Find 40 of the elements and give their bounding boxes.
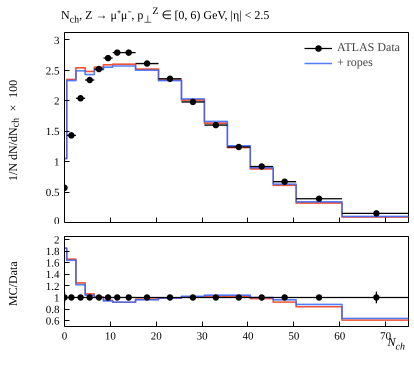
point — [236, 144, 242, 150]
y-tick-label: 1.5 — [46, 126, 60, 138]
x-tick-label: 0 — [62, 330, 68, 342]
y-tick-label: 2.5 — [46, 65, 60, 78]
y-axis-title: MC/Data — [5, 262, 21, 306]
y-tick-label: 1 — [54, 292, 60, 304]
point — [166, 76, 174, 82]
point — [316, 196, 322, 202]
y-tick-label: 1 — [54, 156, 60, 169]
x-tick-label: 30 — [196, 330, 208, 342]
point — [86, 76, 93, 84]
y-tick-label: 1.8 — [46, 246, 60, 258]
y-tick-label: 3 — [54, 34, 60, 47]
y-tick-label: 0.6 — [46, 316, 60, 328]
x-tick-label: 40 — [242, 330, 254, 342]
point — [125, 49, 132, 56]
point — [96, 66, 102, 72]
legend-label: + ropes — [337, 55, 373, 70]
point — [258, 163, 265, 170]
point — [104, 54, 112, 62]
y-tick-label: 2 — [54, 96, 60, 108]
point — [77, 95, 84, 102]
x-tick-label: 60 — [334, 330, 346, 342]
y-tick-label: 1.6 — [46, 258, 60, 270]
point — [68, 132, 75, 139]
x-tick-label: 10 — [104, 330, 116, 342]
x-tick-label: 20 — [150, 330, 162, 342]
y-tick-label: 0.8 — [46, 304, 60, 316]
point — [373, 210, 380, 217]
y-tick-label: 1.2 — [46, 280, 60, 293]
point — [190, 98, 196, 106]
chart-title: N$_{ch}$, Z → μ⁺μ⁻, p$_{⊥}$$^{Z}$ ∈ [0, 6) GeV, |η| < 2.5 — [61, 5, 270, 28]
x-tick-label: 50 — [288, 330, 300, 342]
y-tick-label: 1.4 — [46, 269, 60, 282]
y-tick-label: 0.5 — [46, 187, 60, 200]
point — [281, 178, 288, 185]
point — [144, 60, 150, 67]
legend-label: ATLAS Data — [337, 40, 400, 55]
y-tick-label: 2 — [54, 234, 60, 246]
point — [212, 122, 220, 128]
